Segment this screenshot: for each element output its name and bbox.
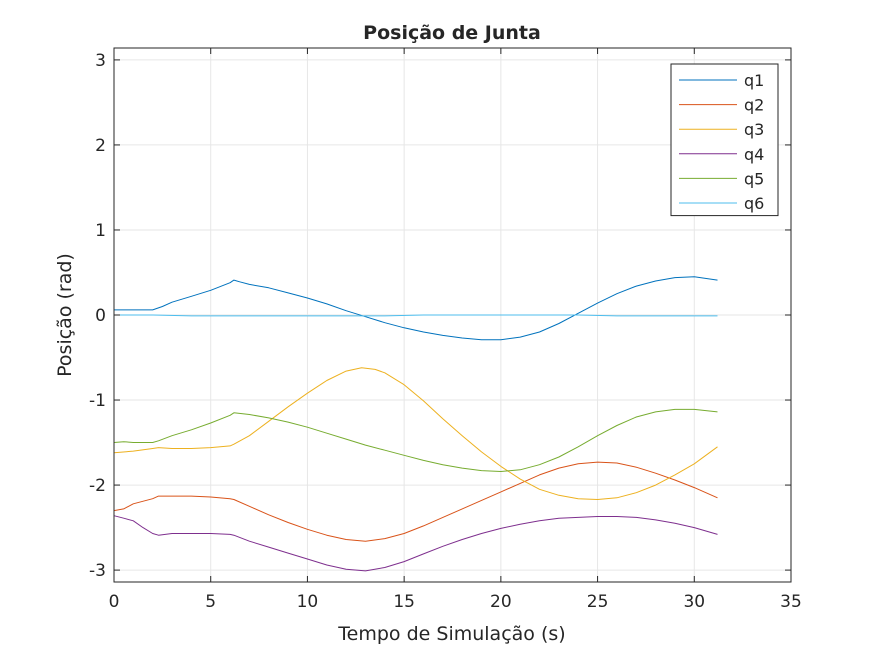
series-lines: [113, 276, 718, 572]
legend-label-q4: q4: [744, 145, 764, 164]
y-tick-label: -1: [89, 391, 106, 411]
y-tick-label: 2: [95, 136, 106, 156]
y-tick-label: 3: [95, 51, 106, 71]
series-line-q4: [113, 515, 718, 572]
x-tick-label: 30: [683, 592, 705, 612]
x-tick-label: 25: [587, 592, 609, 612]
axes: [113, 47, 792, 583]
x-axis-label: Tempo de Simulação (s): [337, 623, 565, 645]
series-line-q3: [113, 367, 718, 500]
chart-title: Posição de Junta: [363, 22, 541, 44]
series-line-q5: [113, 408, 718, 472]
y-tick-label: 0: [95, 306, 106, 326]
x-tick-label: 20: [490, 592, 512, 612]
y-axis-label: Posição (rad): [54, 253, 76, 377]
legend: q1 q2 q3 q4 q5 q6: [670, 63, 779, 217]
x-tick-label: 35: [780, 592, 802, 612]
series-line-q1: [114, 276, 718, 341]
tick-labels: 0 5 10 15 20 25 30 35 -3 -2 -1 0 1 2 3: [89, 51, 802, 612]
legend-label-q1: q1: [744, 71, 764, 90]
axes-box: [113, 47, 792, 583]
x-tick-label: 10: [297, 592, 319, 612]
series-line-q2: [113, 461, 718, 542]
legend-label-q6: q6: [744, 194, 764, 213]
legend-label-q5: q5: [744, 169, 764, 188]
y-tick-label: -2: [89, 476, 106, 496]
y-tick-label: -3: [89, 561, 106, 581]
x-tick-label: 0: [109, 592, 120, 612]
legend-box: [670, 63, 779, 217]
x-tick-label: 15: [393, 592, 415, 612]
x-tick-label: 5: [205, 592, 216, 612]
series-line-q6: [114, 314, 718, 317]
legend-label-q3: q3: [744, 120, 764, 139]
legend-label-q2: q2: [744, 96, 764, 115]
y-tick-label: 1: [95, 221, 106, 241]
